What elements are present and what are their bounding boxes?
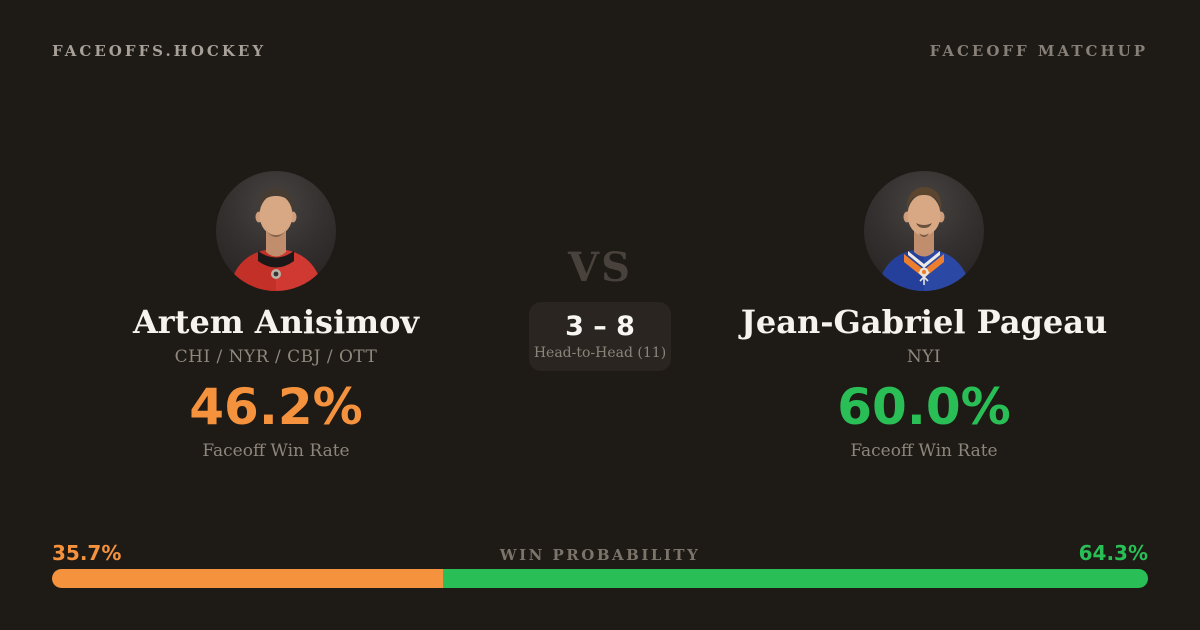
matchup-center: VS 3 – 8 Head-to-Head (11)	[480, 244, 720, 372]
head-to-head-label: Head-to-Head (11)	[533, 345, 667, 362]
player-left-win-rate-label: Faceoff Win Rate	[202, 440, 350, 461]
brand-logo-text: FACEOFFS.HOCKEY	[52, 42, 267, 60]
player-right-win-rate: 60.0%	[837, 377, 1011, 436]
player-card-left: Artem Anisimov CHI / NYR / CBJ / OTT 46.…	[96, 171, 456, 461]
player-left-name: Artem Anisimov	[132, 303, 420, 341]
win-bar-right-segment	[443, 569, 1148, 588]
player-card-right: Jean-Gabriel Pageau NYI 60.0% Faceoff Wi…	[741, 171, 1107, 461]
player-left-win-rate: 46.2%	[189, 377, 363, 436]
win-probability-bar	[52, 569, 1148, 588]
head-to-head-box: 3 – 8 Head-to-Head (11)	[529, 302, 671, 372]
player-left-teams: CHI / NYR / CBJ / OTT	[174, 346, 378, 367]
player-right-photo-icon	[878, 187, 970, 291]
win-prob-left-pct: 35.7%	[52, 541, 122, 565]
win-prob-right-pct: 64.3%	[1078, 541, 1148, 565]
win-probability-title: WIN PROBABILITY	[499, 546, 701, 564]
player-right-teams: NYI	[906, 346, 942, 367]
player-right-win-rate-label: Faceoff Win Rate	[850, 440, 998, 461]
player-right-name: Jean-Gabriel Pageau	[740, 303, 1108, 341]
player-left-photo-icon	[230, 188, 322, 291]
win-bar-left-segment	[52, 569, 444, 588]
vs-label: VS	[568, 244, 632, 291]
page-title: FACEOFF MATCHUP	[929, 42, 1148, 60]
win-probability-labels: 35.7% WIN PROBABILITY 64.3%	[52, 541, 1148, 565]
header: FACEOFFS.HOCKEY FACEOFF MATCHUP	[52, 42, 1148, 60]
player-left-avatar	[216, 171, 336, 291]
player-right-avatar	[864, 171, 984, 291]
head-to-head-score: 3 – 8	[565, 311, 635, 342]
